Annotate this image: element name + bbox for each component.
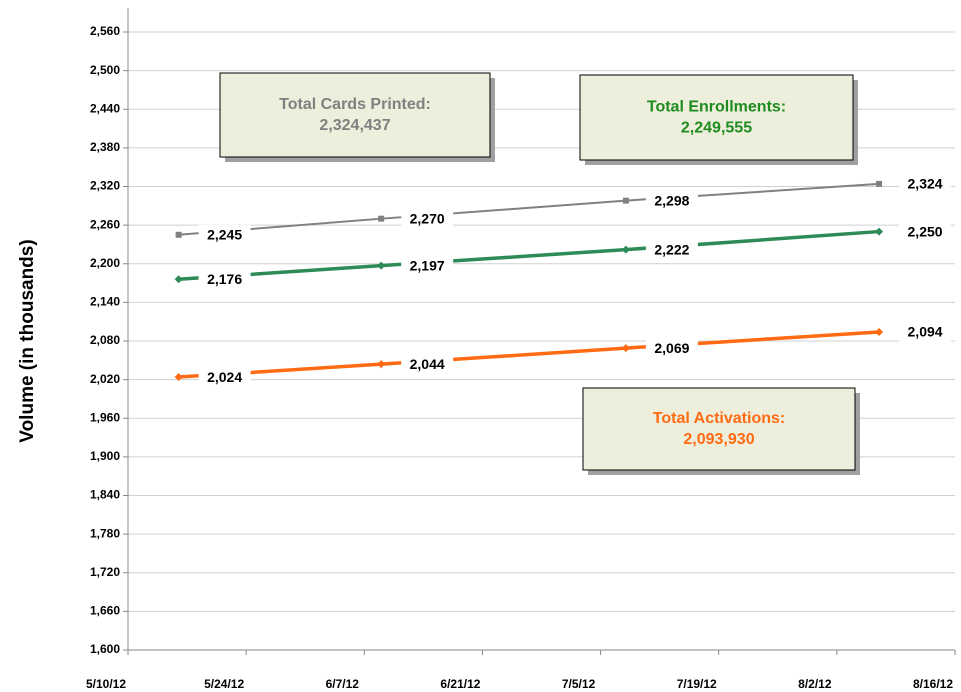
series-line [178, 330, 880, 379]
data-label: 2,197 [410, 257, 445, 273]
y-tick-label: 2,440 [90, 101, 120, 115]
data-label-bg [645, 338, 698, 359]
y-tick-label: 2,140 [90, 295, 120, 309]
data-label: 2,044 [410, 356, 445, 372]
data-label-bg [899, 321, 952, 342]
data-label: 2,250 [908, 223, 943, 239]
data-label-bg [198, 367, 251, 388]
x-tick-label: 5/10/12 [86, 677, 126, 691]
series-line [178, 182, 880, 236]
y-tick-label: 2,380 [90, 140, 120, 154]
marker [174, 275, 183, 284]
data-label: 2,094 [908, 324, 943, 340]
y-tick-label: 2,080 [90, 333, 120, 347]
y-tick-label: 2,560 [90, 24, 120, 38]
data-label: 2,176 [207, 271, 242, 287]
marker [621, 245, 630, 254]
y-axis-label: Volume (in thousands) [17, 239, 38, 442]
y-tick-label: 2,500 [90, 63, 120, 77]
data-label: 2,324 [908, 176, 943, 192]
annotation-value: 2,249,555 [681, 120, 752, 137]
x-tick-label: 6/7/12 [326, 677, 360, 691]
data-label-bg [899, 173, 952, 194]
y-tick-label: 2,260 [90, 217, 120, 231]
annotation-value: 2,324,437 [319, 117, 390, 134]
marker [622, 197, 629, 204]
data-label: 2,245 [207, 226, 242, 242]
data-label-bg [198, 224, 251, 245]
marker [875, 227, 884, 236]
y-tick-label: 1,600 [90, 642, 120, 656]
x-tick-label: 8/2/12 [798, 677, 832, 691]
y-tick-label: 1,660 [90, 604, 120, 618]
y-tick-label: 2,020 [90, 372, 120, 386]
annotation-title: Total Cards Printed: [279, 96, 431, 113]
y-tick-label: 1,900 [90, 449, 120, 463]
data-label: 2,270 [410, 210, 445, 226]
marker [175, 231, 182, 238]
data-label-bg [401, 255, 454, 276]
data-label-bg [401, 208, 454, 229]
data-label: 2,024 [207, 369, 242, 385]
marker [378, 215, 385, 222]
x-tick-label: 6/21/12 [440, 677, 480, 691]
marker [377, 360, 386, 369]
marker [621, 344, 630, 353]
y-tick-label: 1,780 [90, 526, 120, 540]
x-tick-label: 8/16/12 [913, 677, 953, 691]
data-label-bg [198, 269, 251, 290]
annotation-box [219, 72, 491, 158]
annotation-box [582, 387, 856, 471]
data-label-bg [899, 221, 952, 242]
annotation-title: Total Enrollments: [647, 99, 786, 116]
series-line [178, 229, 880, 281]
annotation-title: Total Activations: [653, 410, 785, 427]
y-tick-label: 2,320 [90, 179, 120, 193]
x-tick-label: 7/19/12 [677, 677, 717, 691]
y-tick-label: 1,840 [90, 488, 120, 502]
x-tick-label: 7/5/12 [562, 677, 596, 691]
marker [875, 327, 884, 336]
data-label: 2,222 [654, 241, 689, 257]
y-tick-label: 1,960 [90, 410, 120, 424]
data-label-bg [645, 239, 698, 260]
data-label: 2,298 [654, 192, 689, 208]
x-tick-label: 5/24/12 [204, 677, 244, 691]
annotation-value: 2,093,930 [683, 431, 754, 448]
marker [876, 180, 883, 187]
annotation-box [579, 74, 854, 161]
data-label: 2,069 [654, 340, 689, 356]
data-label-bg [645, 190, 698, 211]
y-tick-label: 2,200 [90, 256, 120, 270]
marker [377, 261, 386, 270]
y-tick-label: 1,720 [90, 565, 120, 579]
data-label-bg [401, 354, 454, 375]
marker [174, 373, 183, 382]
